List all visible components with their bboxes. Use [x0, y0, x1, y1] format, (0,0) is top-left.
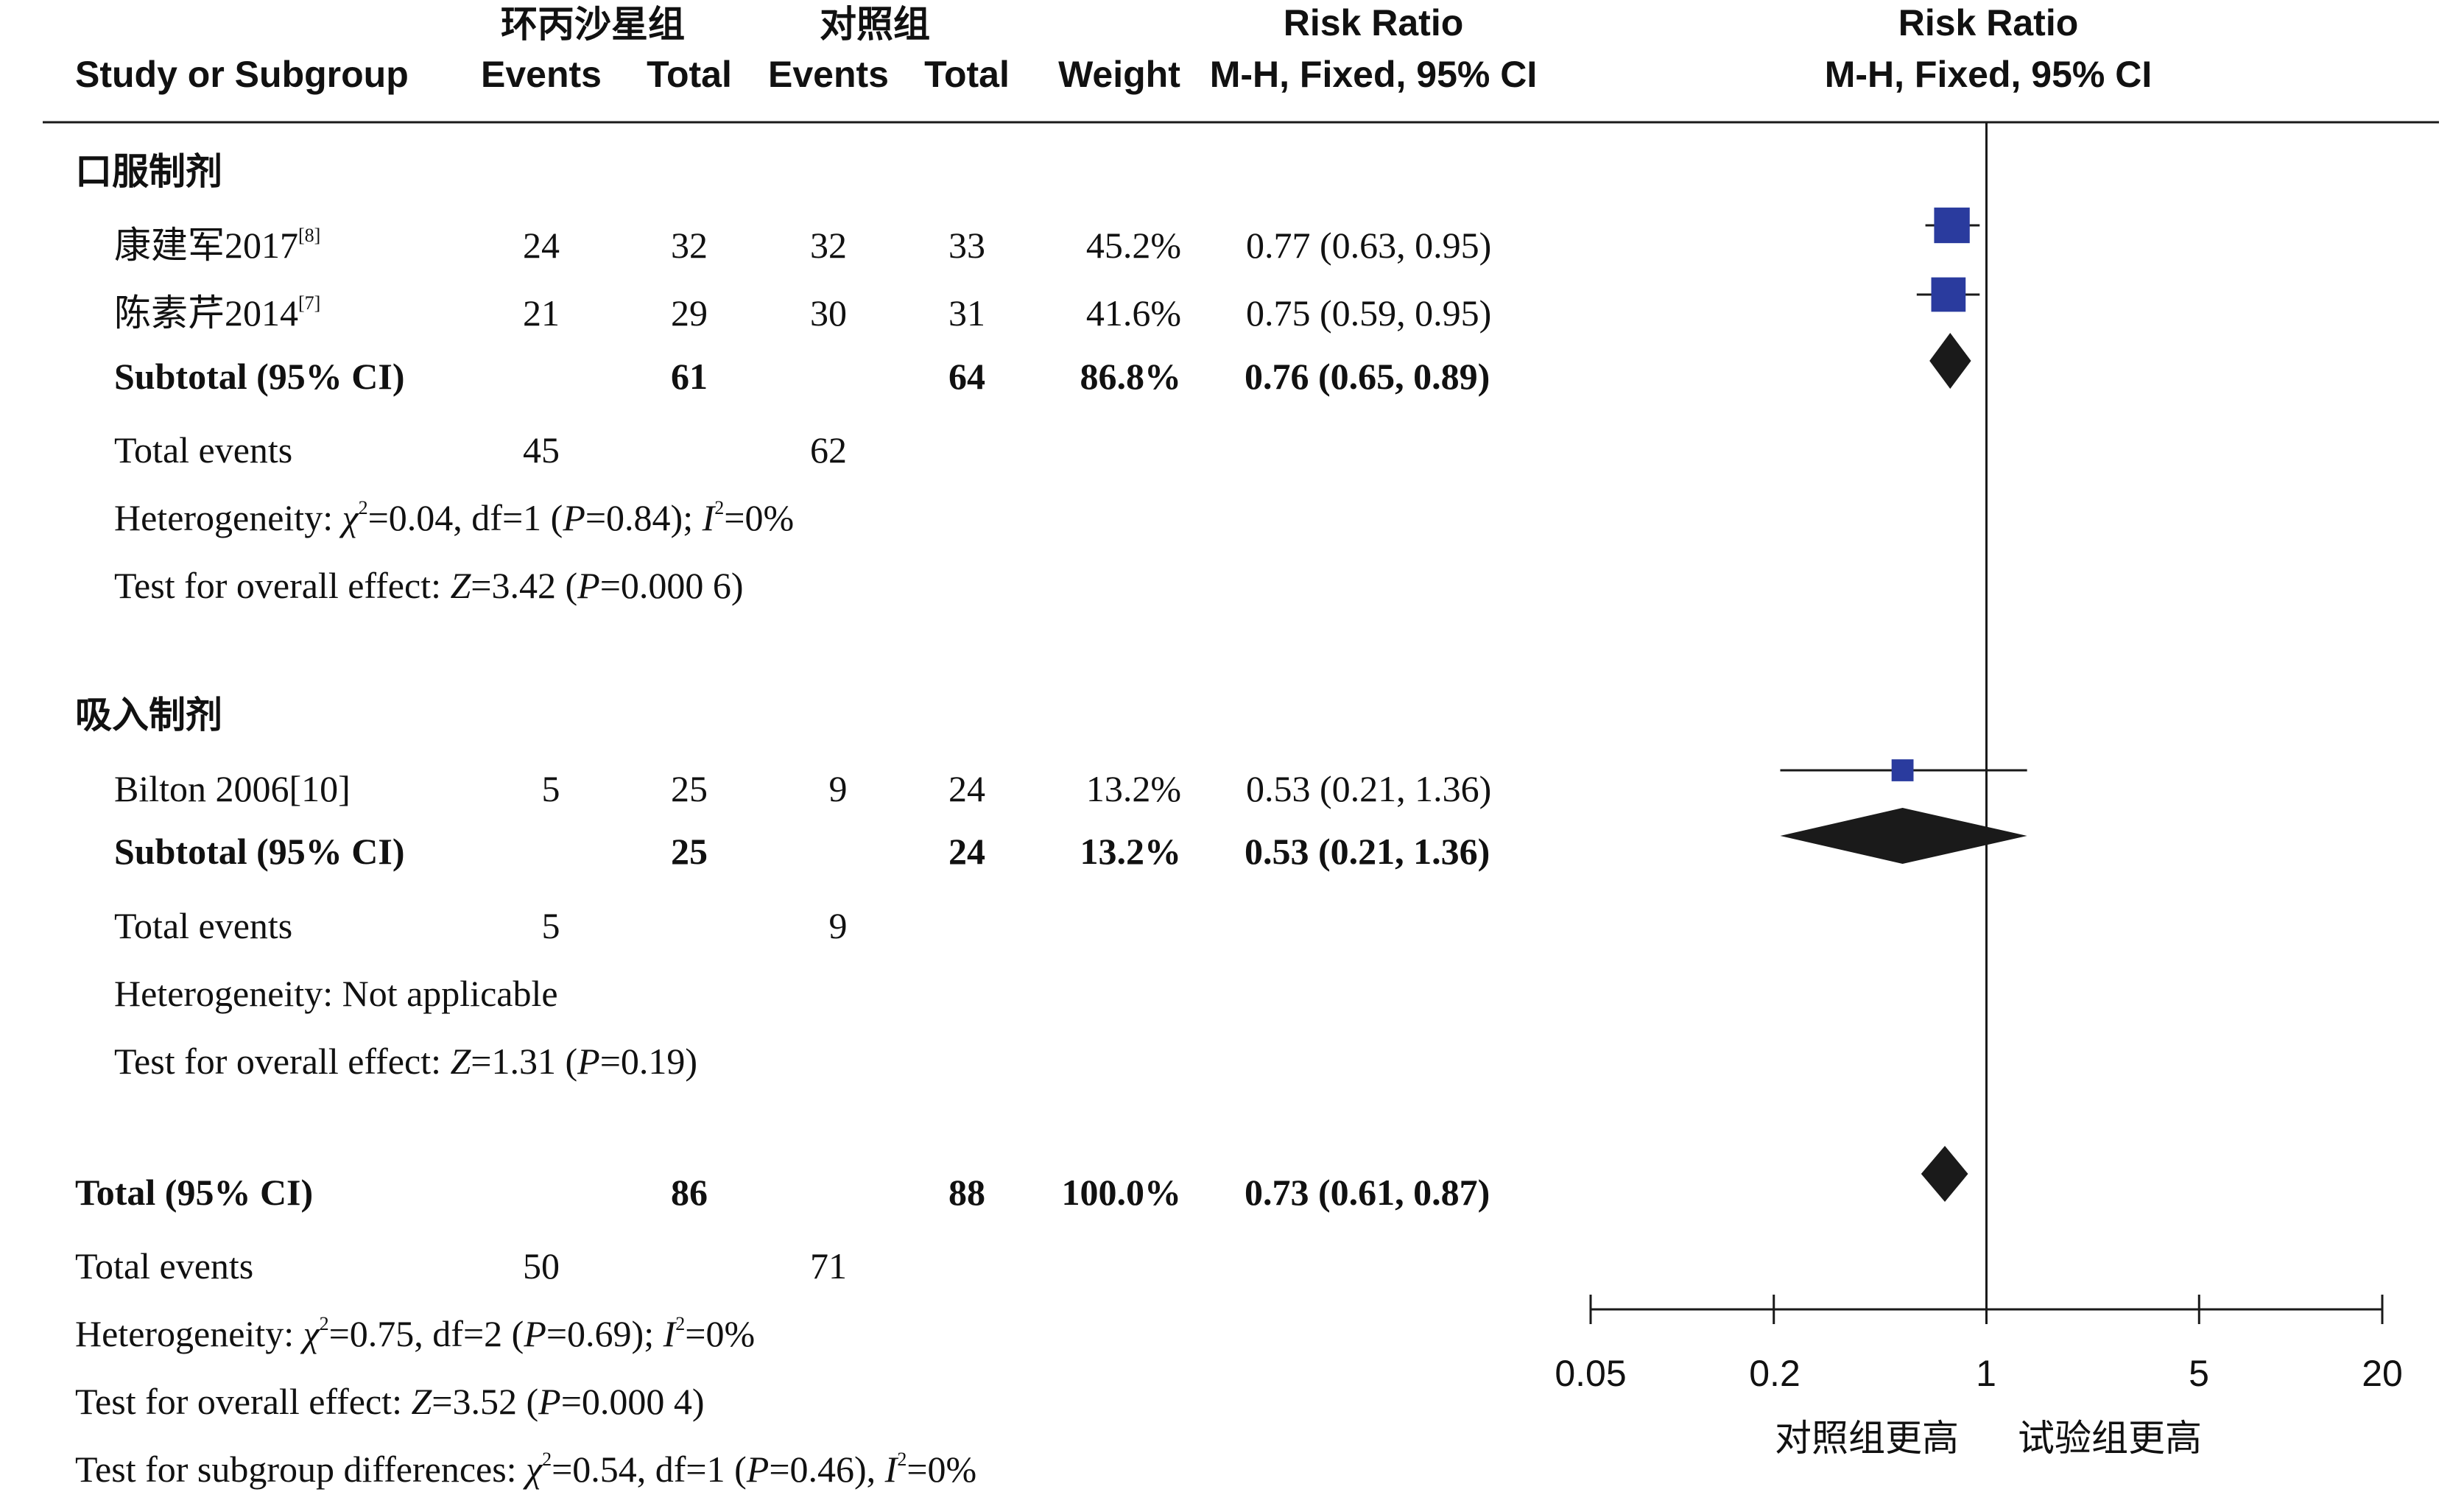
- study-ref: [7]: [298, 292, 321, 314]
- favours-left-label: 对照组更高: [1775, 1418, 1959, 1459]
- subtotal-total1: 61: [671, 356, 708, 397]
- rr-title: Risk Ratio: [1283, 2, 1464, 43]
- tick-label: 0.05: [1555, 1353, 1627, 1394]
- favours-right-label: 试验组更高: [2018, 1418, 2202, 1459]
- total-events2: 62: [810, 429, 847, 471]
- study-total1: 25: [671, 768, 708, 809]
- overall-effect-text: Test for overall effect: Z=3.42 (P=0.000…: [114, 565, 744, 606]
- heterogeneity-text: Heterogeneity: χ2=0.04, df=1 (P=0.84); I…: [114, 497, 795, 538]
- study-events2: 32: [810, 225, 847, 266]
- study-marker: [1934, 207, 1970, 244]
- subtotal-diamond: [1929, 333, 1971, 389]
- total-heterogeneity-text: Heterogeneity: χ2=0.75, df=2 (P=0.69); I…: [75, 1313, 756, 1354]
- rr-method-header: M-H, Fixed, 95% CI: [1209, 54, 1538, 95]
- subtotal-ci: 0.53 (0.21, 1.36): [1245, 831, 1490, 872]
- total-weight: 100.0%: [1061, 1172, 1182, 1213]
- study-weight: 13.2%: [1085, 768, 1181, 809]
- total-events1: 45: [523, 429, 560, 471]
- plot-title: Risk Ratio: [1898, 2, 2079, 43]
- events1-header: Events: [481, 54, 602, 95]
- tick-label: 1: [1976, 1353, 1996, 1394]
- study-name: 康建军2017[8]: [114, 225, 321, 266]
- subtotal-total2: 64: [948, 356, 985, 397]
- total-total2: 88: [948, 1172, 985, 1213]
- study-total1: 32: [671, 225, 708, 266]
- total-events1: 50: [523, 1245, 560, 1287]
- study-ref: [8]: [298, 225, 321, 246]
- subgroup-title: 吸入制剂: [75, 694, 222, 736]
- study-events1: 21: [523, 292, 560, 334]
- study-marker: [1891, 759, 1914, 781]
- overall-effect-text: Test for overall effect: Z=1.31 (P=0.19): [114, 1041, 698, 1082]
- study-events1: 24: [523, 225, 560, 266]
- total-events2: 9: [828, 905, 848, 946]
- subgroup-title: 口服制剂: [75, 151, 222, 192]
- total-events2: 71: [810, 1245, 847, 1287]
- study-total2: 24: [948, 768, 985, 809]
- plot-method-header: M-H, Fixed, 95% CI: [1824, 54, 2153, 95]
- total-events-label: Total events: [114, 429, 293, 471]
- subtotal-weight: 86.8%: [1080, 356, 1182, 397]
- group1-name: 环丙沙星组: [501, 4, 685, 45]
- total-events-label: Total events: [75, 1245, 254, 1287]
- study-total2: 33: [948, 225, 985, 266]
- weight-header: Weight: [1058, 54, 1180, 95]
- study-name: Bilton 2006[10]: [114, 768, 351, 809]
- subtotal-total1: 25: [671, 831, 708, 872]
- subtotal-total2: 24: [948, 831, 985, 872]
- plot-marks: [1589, 122, 2384, 1324]
- events2-header: Events: [768, 54, 889, 95]
- overall-diamond: [1921, 1146, 1968, 1202]
- subtotal-diamond: [1780, 808, 2027, 864]
- study-name: 陈素芹2014[7]: [114, 292, 321, 334]
- study-weight: 41.6%: [1085, 292, 1181, 334]
- subtotal-label: Subtotal (95% CI): [114, 356, 405, 397]
- study-total1: 29: [671, 292, 708, 334]
- tick-label: 0.2: [1749, 1353, 1801, 1394]
- subgroup-differences-text: Test for subgroup differences: χ2=0.54, …: [75, 1449, 977, 1490]
- total-total1: 86: [671, 1172, 708, 1213]
- total-events1: 5: [541, 905, 560, 946]
- study-weight: 45.2%: [1085, 225, 1181, 266]
- subtotal-weight: 13.2%: [1080, 831, 1182, 872]
- group2-name: 对照组: [820, 4, 930, 45]
- heterogeneity-text: Heterogeneity: Not applicable: [114, 973, 558, 1014]
- study-ci: 0.53 (0.21, 1.36): [1246, 768, 1492, 809]
- study-events1: 5: [541, 768, 560, 809]
- total-label: Total (95% CI): [75, 1172, 314, 1213]
- study-ci: 0.77 (0.63, 0.95): [1246, 225, 1492, 266]
- study-marker: [1931, 277, 1966, 312]
- study-total2: 31: [948, 292, 985, 334]
- total-ci: 0.73 (0.61, 0.87): [1245, 1172, 1490, 1213]
- subtotal-label: Subtotal (95% CI): [114, 831, 405, 872]
- total-events-label: Total events: [114, 905, 293, 946]
- total-overall-effect-text: Test for overall effect: Z=3.52 (P=0.000…: [75, 1381, 705, 1422]
- study-events2: 9: [828, 768, 848, 809]
- study-ci: 0.75 (0.59, 0.95): [1246, 292, 1492, 334]
- total1-header: Total: [647, 54, 732, 95]
- study-events2: 30: [810, 292, 847, 334]
- total2-header: Total: [924, 54, 1010, 95]
- tick-label: 5: [2189, 1353, 2209, 1394]
- tick-label: 20: [2362, 1353, 2403, 1394]
- study-col-header: Study or Subgroup: [75, 54, 409, 95]
- subtotal-ci: 0.76 (0.65, 0.89): [1245, 356, 1490, 397]
